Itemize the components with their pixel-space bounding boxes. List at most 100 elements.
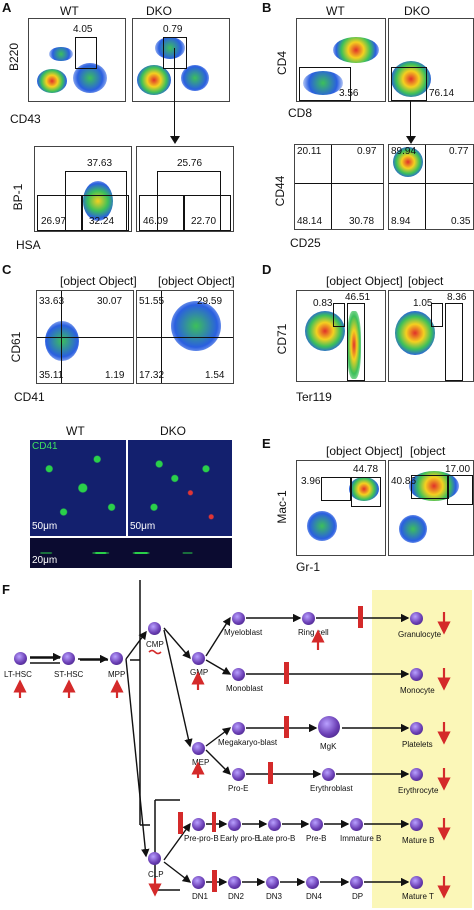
panel-a-arrowhead [170,136,180,144]
panel-c-wt-plot: 33.63 30.07 35.11 1.19 [36,290,134,384]
panel-c-wt-tl: 33.63 [39,296,65,307]
panel-c-dko-br: 1.54 [205,370,225,381]
panel-a-bottom-wt-top: 37.63 [87,158,113,169]
panel-c-micrograph-wt: CD41 50μm [30,440,126,536]
mgk-label: MgK [320,742,337,751]
panel-c-wt-bl: 35.11 [39,370,64,381]
early-pro-b-cell [228,818,241,831]
dn4-label: DN4 [306,892,323,901]
mep-cell [192,742,205,755]
myeloblast-label: Myeloblast [224,628,263,637]
monocyte-label: Monocyte [400,686,435,695]
panel-b-bottom-dko-tr: 0.77 [449,146,469,157]
panel-b-top-wt-plot: 3.56 [296,18,386,102]
st-hsc-cell [62,652,75,665]
panel-e-wt-plot: 3.96 44.78 [296,460,386,556]
panel-f-highlight-region [372,590,472,908]
panel-b-bottom-wt-tl: 20.11 [297,146,322,157]
panel-d-dko-plot: 1.05 8.36 [388,290,474,382]
panel-b-bottom-xlabel: CD25 [290,236,321,250]
panel-a-bottom-dko-br: 22.70 [191,216,217,227]
block-bar-megakaryoblast [284,716,289,738]
monocyte-cell [410,668,423,681]
lt-hsc-label: LT-HSC [4,670,32,679]
panel-f-connectors [30,580,180,891]
panel-label-e: E [262,436,271,451]
panel-d-dko-a: 1.05 [413,298,433,309]
panel-a-bottom-wt-plot: 37.63 26.97 32.24 [34,146,132,232]
panel-a-wt-header: WT [60,4,79,18]
immature-b-label: Immature B [340,834,382,843]
gmp-cell [192,652,205,665]
panel-a-bottom-wt-bl: 26.97 [41,216,67,227]
panel-c-micrograph-dko: 50μm [128,440,232,536]
pro-e-cell [232,768,245,781]
panel-b-bottom-dko-br: 0.35 [451,216,471,227]
cmp-label: CMP [146,640,164,649]
mpp-label: MPP [108,670,126,679]
panel-b-arrowhead [406,136,416,144]
panel-b-bottom-wt-bl: 48.14 [297,216,323,227]
panel-c-dko-bl: 17.32 [139,370,165,381]
monoblast-label: Monoblast [226,684,263,693]
panel-e-dko-a: 40.86 [391,476,417,487]
panel-label-f: F [2,582,10,597]
panel-c-dko-plot: 51.55 29.59 17.32 1.54 [136,290,234,384]
block-bar-pro-e [268,762,273,784]
erythroblast-label: Erythroblast [310,784,353,793]
panel-c-xlabel: CD41 [14,390,45,404]
dn4-cell [306,876,319,889]
panel-a-bottom-dko-top: 25.76 [177,158,203,169]
panel-b-bottom-wt-br: 30.78 [349,216,375,227]
block-bar-pre-pro-b-2 [212,812,216,832]
panel-c-dko-tl: 51.55 [139,296,165,307]
megakaryoblast-cell [232,722,245,735]
panel-d-wt-b: 46.51 [345,292,371,303]
panel-label-d: D [262,262,272,277]
dn3-label: DN3 [266,892,283,901]
panel-b-top-dko-value: 76.14 [429,88,455,99]
mature-t-label: Mature T [402,892,434,901]
panel-c-scalebar-dko: 50μm [130,521,156,532]
megakaryoblast-label: Megakaryo-blast [218,738,278,747]
panel-e-dko-plot: 40.86 17.00 [388,460,474,556]
block-bar-dn1 [212,870,217,892]
panel-b-bottom-wt-tr: 0.97 [357,146,377,157]
panel-c-wt-tr: 30.07 [97,296,123,307]
panel-a-top-xlabel: CD43 [10,112,41,126]
early-pro-b-label: Early pro-B [220,834,261,843]
dn1-cell [192,876,205,889]
dn2-label: DN2 [228,892,245,901]
panel-d-wt-plot: 0.83 46.51 [296,290,386,382]
pre-b-cell [310,818,323,831]
st-hsc-label: ST-HSC [54,670,84,679]
panel-c-dko-tr: 29.59 [197,296,223,307]
panel-e-xlabel: Gr-1 [296,560,320,574]
panel-e-wt-a: 3.96 [301,476,321,487]
panel-a-bottom-dko-bl: 46.09 [143,216,169,227]
monoblast-cell [232,668,245,681]
panel-label-c: C [2,262,12,277]
pre-b-label: Pre-B [306,834,327,843]
platelets-label: Platelets [402,740,433,749]
cmp-cell [148,622,161,635]
clp-label: CLP [148,870,164,879]
panel-a-bottom-dko-plot: 25.76 46.09 22.70 [136,146,234,232]
panel-b-top-xlabel: CD8 [288,106,313,120]
panel-a-top-wt-plot: 4.05 [28,18,126,102]
panel-b-bottom-dko-tl: 89.94 [391,146,417,157]
mpp-cell [110,652,123,665]
panel-c-wt-header: [object Object] [60,274,137,288]
panel-a-top-wt-value: 4.05 [73,24,93,35]
panel-b-dko-header: DKO [404,4,431,18]
dn1-label: DN1 [192,892,209,901]
panel-c-scalebar-zoom: 20μm [32,555,58,566]
late-pro-b-label: Late pro-B [258,834,296,843]
panel-c-stain-label: CD41 [32,441,58,452]
panel-e-wt-header: [object Object] [326,444,403,458]
panel-b-gating-arrow [410,100,411,140]
panel-e-wt-b: 44.78 [353,464,379,475]
mature-b-label: Mature B [402,836,435,845]
